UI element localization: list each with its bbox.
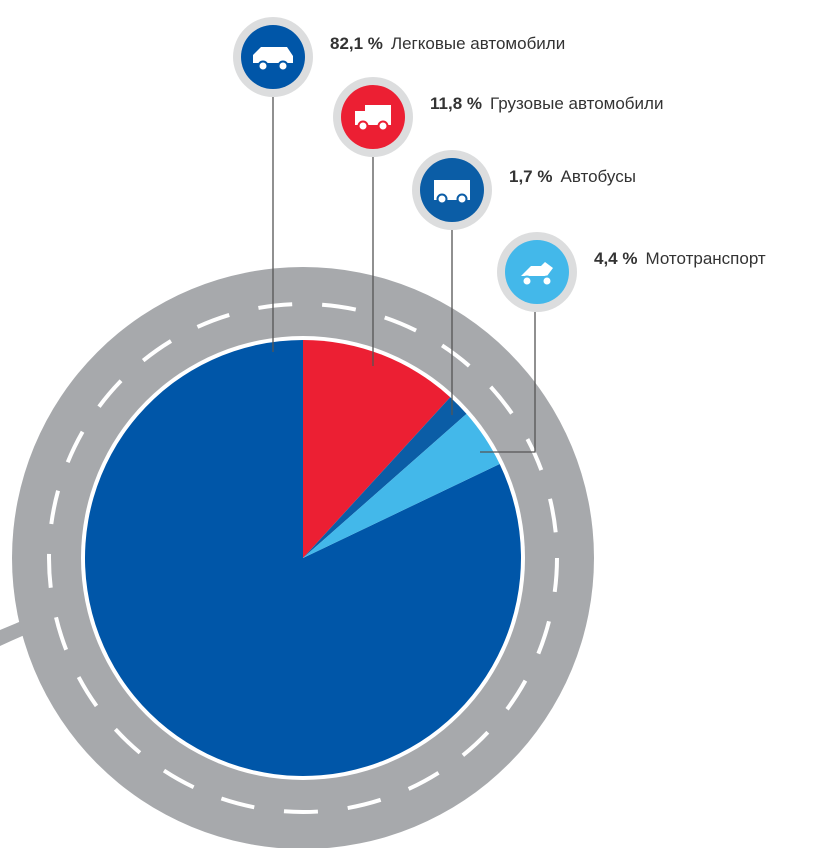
wheel — [277, 60, 289, 72]
leader-line — [480, 312, 536, 453]
vehicle-glyph — [253, 47, 293, 63]
legend-entry: 4,4 % Мототранспорт — [594, 249, 766, 268]
value-label: 4,4 % — [594, 249, 637, 268]
legend: 82,1 % Легковые автомобили 11,8 % Грузовые … — [233, 17, 766, 453]
wheel — [456, 193, 468, 205]
legend-label: Автобусы — [560, 167, 635, 186]
legend-label: Мототранспорт — [645, 249, 765, 268]
vehicle-glyph — [355, 105, 391, 125]
legend-entry: 82,1 % Легковые автомобили — [330, 34, 565, 53]
legend-entry: 1,7 % Автобусы — [509, 167, 636, 186]
pie-slice — [84, 340, 522, 776]
value-label: 82,1 % — [330, 34, 383, 53]
legend-label: Легковые автомобили — [391, 34, 565, 53]
pie — [84, 340, 522, 776]
road-dashes — [47, 302, 559, 814]
wheel — [521, 275, 533, 287]
legend-entry: 11,8 % Грузовые автомобили — [430, 94, 663, 113]
value-label: 1,7 % — [509, 167, 552, 186]
pie-slice — [303, 340, 451, 558]
wheel — [436, 193, 448, 205]
wheel — [377, 120, 389, 132]
wheel — [357, 120, 369, 132]
pie-slice — [303, 413, 500, 558]
wheel — [257, 60, 269, 72]
pie-slice — [303, 397, 467, 558]
legend-label: Грузовые автомобили — [490, 94, 663, 113]
value-label: 11,8 % — [430, 94, 482, 113]
wheel — [541, 275, 553, 287]
vehicle-glyph — [521, 262, 553, 276]
